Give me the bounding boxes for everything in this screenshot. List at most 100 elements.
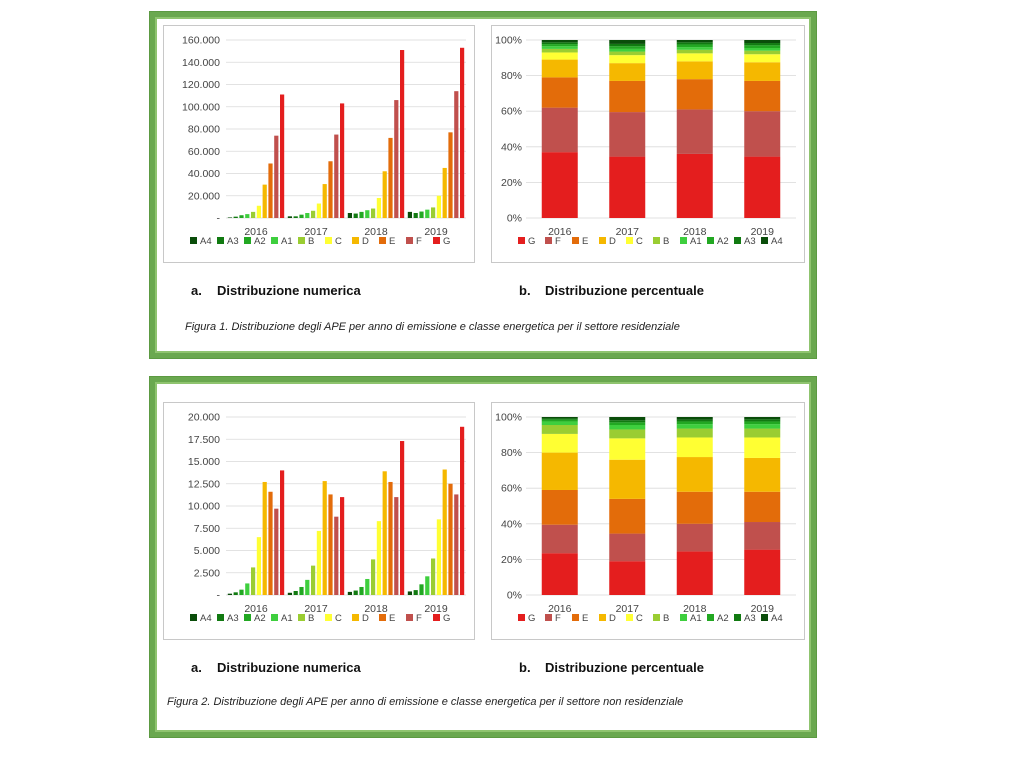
segment-e-2016: [541, 77, 578, 108]
segment-c-2018: [676, 437, 713, 458]
bar-a2-2016: [239, 589, 244, 595]
segment-f-2016: [541, 524, 578, 554]
legend-label-a3: A3: [744, 613, 756, 624]
legend-swatch-a2: [707, 237, 714, 244]
y-tick-label: 2.500: [194, 567, 220, 579]
y-tick-label: 80.000: [188, 124, 220, 136]
segment-d-2016: [541, 59, 578, 78]
legend-label-c: C: [636, 613, 643, 624]
bar-c-2017: [316, 530, 321, 595]
segment-a1-2019: [744, 48, 781, 51]
legend-label-a2: A2: [254, 613, 266, 624]
legend-swatch-a1: [680, 614, 687, 621]
y-tick-label: 0%: [507, 213, 522, 225]
bar-a4-2018: [347, 591, 352, 595]
legend-label-a1: A1: [281, 236, 293, 247]
bar-c-2018: [376, 197, 381, 218]
y-tick-label: 60%: [501, 483, 522, 495]
bar-g-2018: [400, 441, 405, 595]
segment-g-2017: [609, 156, 646, 218]
y-tick-label: 15.000: [188, 456, 220, 468]
segment-g-2016: [541, 152, 578, 218]
x-tick-label: 2016: [548, 226, 572, 238]
bar-d-2017: [322, 184, 327, 218]
segment-g-2019: [744, 156, 781, 218]
label-text: Distribuzione percentuale: [545, 283, 704, 298]
segment-a1-2018: [676, 424, 713, 429]
bar-f-2016: [274, 135, 279, 218]
bar-g-2017: [340, 103, 345, 218]
legend-label-f: F: [555, 613, 561, 624]
segment-d-2018: [676, 61, 713, 80]
bar-e-2016: [268, 491, 273, 595]
x-tick-label: 2019: [424, 603, 448, 615]
label-index: b.: [519, 660, 531, 675]
segment-a3-2017: [609, 420, 646, 423]
segment-f-2019: [744, 522, 781, 550]
figure-2-caption: Figura 2. Distribuzione degli APE per an…: [167, 696, 684, 708]
chart-numeric-nonresidential: - 2.500 5.000 7.500 10.000 12.500 15.000 17.500…: [163, 402, 475, 640]
segment-a2-2017: [609, 46, 646, 49]
chart-grid: - 2.500 5.000 7.500 10.000 12.500 15.000 17.500…: [188, 412, 466, 602]
segment-a3-2016: [541, 42, 578, 45]
legend-swatch-g: [433, 614, 440, 621]
label-index: b.: [519, 283, 531, 298]
chart-percent-residential: 0% 20% 40% 60% 80% 100% 2016 2017 2018 2019 G F E D C B…: [491, 25, 805, 263]
bar-e-2019: [448, 483, 453, 595]
chart-bars: [227, 426, 465, 595]
x-tick-label: 2017: [304, 603, 328, 615]
legend-swatch-d: [352, 237, 359, 244]
bar-f-2019: [454, 91, 459, 218]
bar-g-2016: [280, 470, 285, 595]
bar-e-2018: [388, 137, 393, 218]
legend-label-g: G: [443, 236, 450, 247]
legend-label-c: C: [335, 613, 342, 624]
x-tick-label: 2018: [683, 226, 707, 238]
segment-a4-2018: [676, 417, 713, 420]
x-tick-label: 2018: [683, 603, 707, 615]
figure-2: - 2.500 5.000 7.500 10.000 12.500 15.000 17.500…: [150, 377, 816, 737]
segment-a2-2018: [676, 44, 713, 48]
y-tick-label: 100%: [495, 35, 522, 47]
chart-bars: [541, 40, 781, 218]
bar-g-2018: [400, 50, 405, 219]
legend-label-a3: A3: [227, 613, 239, 624]
y-tick-label: 17.500: [188, 434, 220, 446]
segment-a3-2017: [609, 43, 646, 47]
segment-a3-2018: [676, 42, 713, 45]
segment-d-2016: [541, 452, 578, 490]
legend-label-e: E: [389, 613, 395, 624]
bar-a1-2019: [425, 576, 430, 595]
bar-a2-2018: [359, 586, 364, 595]
legend-swatch-f: [545, 614, 552, 621]
legend-swatch-e: [572, 237, 579, 244]
x-tick-label: 2017: [304, 226, 328, 238]
segment-d-2018: [676, 457, 713, 492]
legend-swatch-a3: [734, 237, 741, 244]
segment-c-2018: [676, 53, 713, 62]
bar-b-2019: [431, 207, 436, 218]
chart-legend: A4 A3 A2 A1 B C D E F G: [190, 613, 450, 624]
y-tick-label: 100%: [495, 412, 522, 424]
segment-f-2019: [744, 111, 781, 157]
segment-e-2019: [744, 491, 781, 523]
legend-label-c: C: [636, 236, 643, 247]
chart-legend: A4 A3 A2 A1 B C D E F G: [190, 236, 450, 247]
chart-numeric-residential: - 20.000 40.000 60.000 80.000 100.000 120.000 1…: [163, 25, 475, 263]
legend-label-a1: A1: [690, 613, 702, 624]
segment-a1-2019: [744, 424, 781, 429]
bar-a1-2019: [425, 209, 430, 218]
y-tick-label: -: [217, 213, 221, 225]
legend-label-f: F: [416, 236, 422, 247]
segment-a4-2019: [744, 40, 781, 44]
legend-label-d: D: [609, 236, 616, 247]
segment-b-2016: [541, 48, 578, 53]
y-tick-label: 7.500: [194, 523, 220, 535]
bar-b-2016: [251, 567, 256, 595]
legend-label-b: B: [308, 613, 314, 624]
x-tick-label: 2018: [364, 603, 388, 615]
segment-c-2019: [744, 437, 781, 458]
segment-a4-2018: [676, 40, 713, 43]
segment-a3-2018: [676, 419, 713, 422]
segment-b-2019: [744, 50, 781, 55]
